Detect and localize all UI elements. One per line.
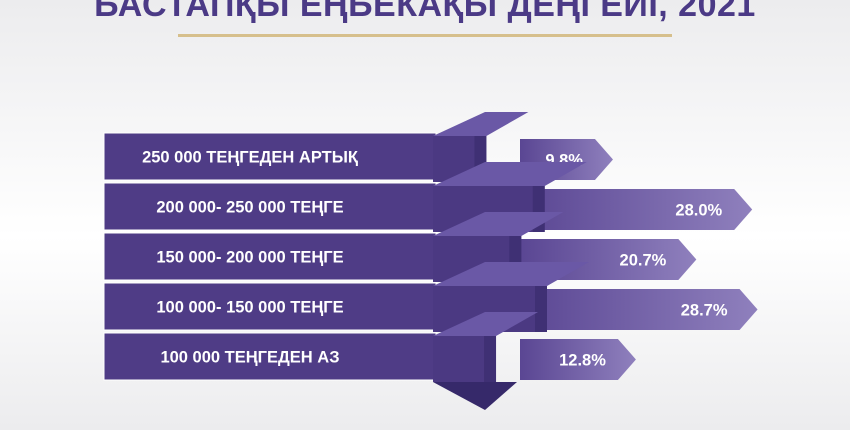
value-label: 28.7% <box>681 302 728 320</box>
chart-title: БАСТАПҚЫ ЕҢБЕКАҚЫ ДЕҢГЕЙІ, 2021 <box>94 0 756 24</box>
category-labels-layer: 250 000 ТЕҢГЕДЕН АРТЫҚ 200 000- 250 000 Т… <box>103 132 437 381</box>
category-label: 150 000- 200 000 ТЕҢГЕ <box>156 249 343 267</box>
value-bar <box>520 289 758 330</box>
category-bar <box>103 282 437 331</box>
value-label: 12.8% <box>559 352 606 370</box>
category-bar <box>103 332 437 381</box>
category-label: 200 000- 250 000 ТЕҢГЕ <box>156 199 343 217</box>
block-top <box>433 162 587 186</box>
value-bar <box>520 189 753 230</box>
category-label: 100 000 ТЕҢГЕДЕН АЗ <box>160 349 339 367</box>
category-bar <box>103 132 437 181</box>
category-label: 100 000- 150 000 ТЕҢГЕ <box>156 299 343 317</box>
block-side <box>535 286 547 332</box>
category-label: 250 000 ТЕҢГЕДЕН АРТЫҚ <box>142 149 358 167</box>
block-front <box>433 336 497 382</box>
block-top <box>433 212 564 236</box>
block-top <box>433 312 539 336</box>
block-top <box>433 262 589 286</box>
block-base <box>433 382 517 410</box>
block-side <box>484 336 497 382</box>
value-label: 28.0% <box>675 202 722 220</box>
value-label: 20.7% <box>620 252 667 270</box>
block-top <box>433 112 529 136</box>
title-underline <box>178 34 672 37</box>
stacked-blocks-layer <box>433 112 589 410</box>
category-bar <box>103 232 437 281</box>
value-bar <box>520 339 636 380</box>
